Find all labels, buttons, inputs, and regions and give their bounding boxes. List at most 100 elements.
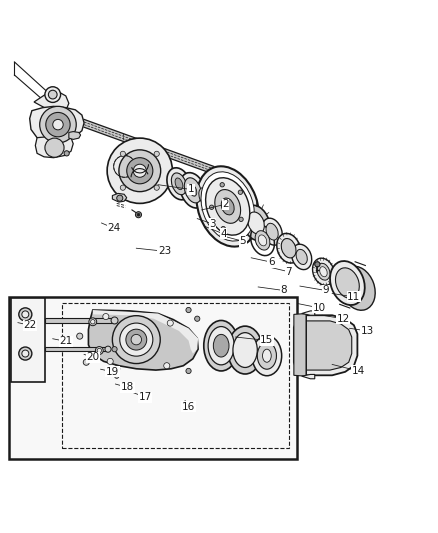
Ellipse shape — [213, 334, 229, 357]
Ellipse shape — [201, 172, 254, 241]
Circle shape — [119, 150, 161, 192]
Circle shape — [103, 313, 109, 320]
Circle shape — [97, 349, 102, 353]
Ellipse shape — [266, 223, 278, 240]
Text: 1: 1 — [187, 184, 194, 195]
Circle shape — [19, 347, 32, 360]
Circle shape — [64, 151, 69, 156]
Circle shape — [40, 107, 76, 143]
Circle shape — [48, 90, 57, 99]
Circle shape — [315, 262, 320, 267]
Circle shape — [45, 87, 60, 102]
Ellipse shape — [320, 266, 327, 277]
Text: 6: 6 — [268, 257, 275, 267]
Circle shape — [117, 195, 123, 201]
Circle shape — [112, 346, 117, 352]
Text: 2: 2 — [222, 199, 229, 209]
Circle shape — [220, 183, 224, 187]
Ellipse shape — [215, 190, 240, 223]
Text: 15: 15 — [260, 335, 273, 345]
Circle shape — [186, 308, 191, 313]
Ellipse shape — [197, 166, 259, 247]
Polygon shape — [69, 132, 81, 140]
Ellipse shape — [330, 261, 365, 305]
Ellipse shape — [336, 268, 359, 298]
Ellipse shape — [296, 249, 307, 264]
Ellipse shape — [189, 184, 197, 196]
Ellipse shape — [180, 173, 206, 208]
Ellipse shape — [233, 333, 257, 367]
Text: 18: 18 — [121, 383, 134, 392]
Circle shape — [186, 368, 191, 374]
Polygon shape — [84, 119, 214, 174]
Circle shape — [209, 205, 214, 209]
Circle shape — [120, 185, 125, 190]
Circle shape — [95, 346, 103, 354]
Ellipse shape — [262, 218, 282, 245]
Polygon shape — [302, 311, 315, 315]
Circle shape — [137, 213, 140, 216]
Circle shape — [83, 359, 89, 365]
Circle shape — [45, 138, 64, 157]
Circle shape — [113, 316, 160, 364]
Polygon shape — [30, 107, 84, 141]
Text: 23: 23 — [158, 246, 171, 256]
Ellipse shape — [228, 326, 262, 374]
Circle shape — [115, 374, 119, 378]
Ellipse shape — [184, 178, 201, 203]
Text: 9: 9 — [322, 286, 329, 295]
Ellipse shape — [221, 198, 234, 215]
Polygon shape — [93, 310, 198, 353]
Text: 21: 21 — [59, 336, 72, 346]
Polygon shape — [11, 298, 45, 382]
Circle shape — [133, 164, 146, 177]
Ellipse shape — [205, 177, 250, 235]
Circle shape — [111, 317, 118, 324]
Ellipse shape — [242, 205, 270, 241]
Ellipse shape — [204, 320, 239, 371]
Text: 4: 4 — [220, 229, 226, 239]
Ellipse shape — [195, 183, 215, 211]
Text: 7: 7 — [285, 266, 292, 277]
Polygon shape — [35, 136, 73, 158]
Text: 22: 22 — [23, 320, 36, 330]
Ellipse shape — [175, 178, 183, 190]
Ellipse shape — [340, 266, 375, 310]
Ellipse shape — [167, 168, 191, 200]
Circle shape — [154, 151, 159, 157]
Ellipse shape — [199, 188, 211, 206]
Circle shape — [77, 333, 83, 339]
Text: 14: 14 — [352, 366, 365, 376]
Circle shape — [91, 320, 95, 324]
Ellipse shape — [258, 235, 267, 246]
Text: 12: 12 — [336, 314, 350, 324]
Text: 17: 17 — [138, 392, 152, 402]
Text: 3: 3 — [209, 219, 216, 229]
Circle shape — [22, 350, 29, 357]
Circle shape — [107, 138, 173, 204]
Ellipse shape — [317, 263, 330, 280]
Ellipse shape — [252, 336, 282, 376]
Circle shape — [164, 362, 170, 369]
Ellipse shape — [292, 244, 312, 270]
Ellipse shape — [171, 173, 187, 195]
Polygon shape — [113, 193, 127, 202]
Circle shape — [22, 311, 29, 318]
Circle shape — [154, 185, 159, 190]
Polygon shape — [294, 315, 357, 375]
Polygon shape — [9, 297, 297, 459]
Circle shape — [120, 151, 125, 157]
Text: 19: 19 — [106, 367, 119, 377]
Polygon shape — [302, 375, 315, 379]
Ellipse shape — [208, 327, 234, 365]
Circle shape — [131, 334, 141, 345]
Text: 13: 13 — [360, 326, 374, 336]
Circle shape — [127, 158, 153, 184]
Circle shape — [238, 190, 243, 195]
Text: 5: 5 — [240, 236, 246, 246]
Ellipse shape — [255, 231, 270, 250]
Circle shape — [107, 358, 113, 365]
Polygon shape — [45, 318, 115, 323]
Circle shape — [135, 212, 141, 218]
Circle shape — [221, 227, 226, 231]
